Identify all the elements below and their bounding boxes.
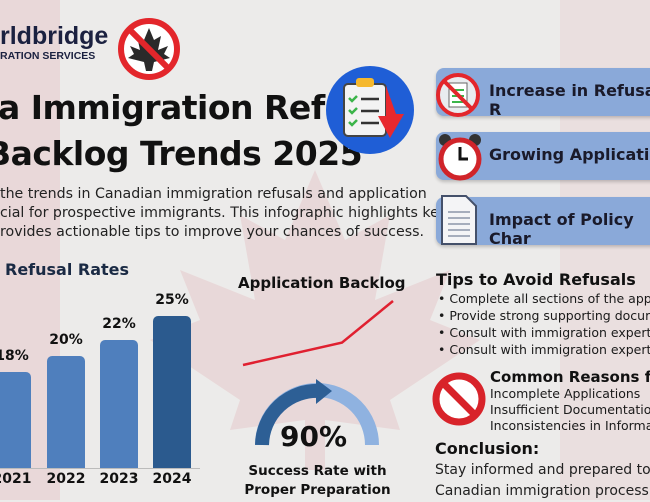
conclusion-line: Stay informed and prepared to n <box>435 462 650 478</box>
logo-name: rldbridge <box>0 22 109 50</box>
banner-label: Growing Application <box>489 145 650 164</box>
bar-label: 25% <box>155 291 189 308</box>
prohibited-icon <box>432 372 486 426</box>
success-gauge <box>255 379 379 446</box>
maple-leaf-watermark <box>150 170 480 470</box>
bar-category: 2024 <box>152 471 192 487</box>
alarm-clock-icon <box>438 134 482 181</box>
gauge-caption: Success Rate with <box>248 463 387 479</box>
bar-category: 2021 <box>0 471 32 487</box>
logo-tagline: RATION SERVICES <box>0 50 96 62</box>
conclusion-line: Canadian immigration process ef <box>435 483 650 499</box>
intro-line: the trends in Canadian immigration refus… <box>0 186 427 202</box>
intro-line: cial for prospective immigrants. This in… <box>0 205 448 221</box>
conclusion-title: Conclusion: <box>435 439 540 458</box>
clipboard-down-icon <box>326 66 414 154</box>
reason-item: Insufficient Documentation <box>490 402 650 417</box>
tip-item: • Consult with immigration experts <box>438 342 650 357</box>
tip-item: • Provide strong supporting docume <box>438 308 650 323</box>
gauge-caption: Proper Preparation <box>244 482 391 498</box>
bar-category: 2022 <box>46 471 86 487</box>
banner-label: Increase in Refusal R <box>489 81 650 119</box>
x-axis <box>0 468 200 469</box>
bar-2022 <box>47 356 85 468</box>
bar-2023 <box>100 339 138 468</box>
gauge-value: 90% <box>280 420 348 453</box>
no-checklist-icon <box>436 73 480 117</box>
bar-label: 18% <box>0 348 29 365</box>
reasons-title: Common Reasons for <box>490 368 650 386</box>
bar-label: 22% <box>102 315 136 332</box>
page-title-line2: Backlog Trends 2025 <box>0 134 363 173</box>
bar-label: 20% <box>49 332 83 349</box>
document-icon <box>441 195 477 245</box>
bar-2024 <box>153 315 191 468</box>
backlog-trend-line <box>242 300 394 367</box>
reason-item: Inconsistencies in Informati <box>490 418 650 433</box>
intro-line: rovides actionable tips to improve your … <box>0 224 425 240</box>
bar-2021 <box>0 372 31 468</box>
tip-item: • Consult with immigration experts <box>438 325 650 340</box>
tips-title: Tips to Avoid Refusals <box>436 270 636 289</box>
chart-title: Refusal Rates <box>5 260 130 279</box>
backlog-title: Application Backlog <box>238 274 406 292</box>
banner-label: Impact of Policy Char <box>489 210 634 248</box>
reason-item: Incomplete Applications <box>490 386 641 401</box>
bar-category: 2023 <box>99 471 139 487</box>
no-maple-leaf-icon <box>118 18 180 80</box>
tip-item: • Complete all sections of the applic <box>438 291 650 306</box>
